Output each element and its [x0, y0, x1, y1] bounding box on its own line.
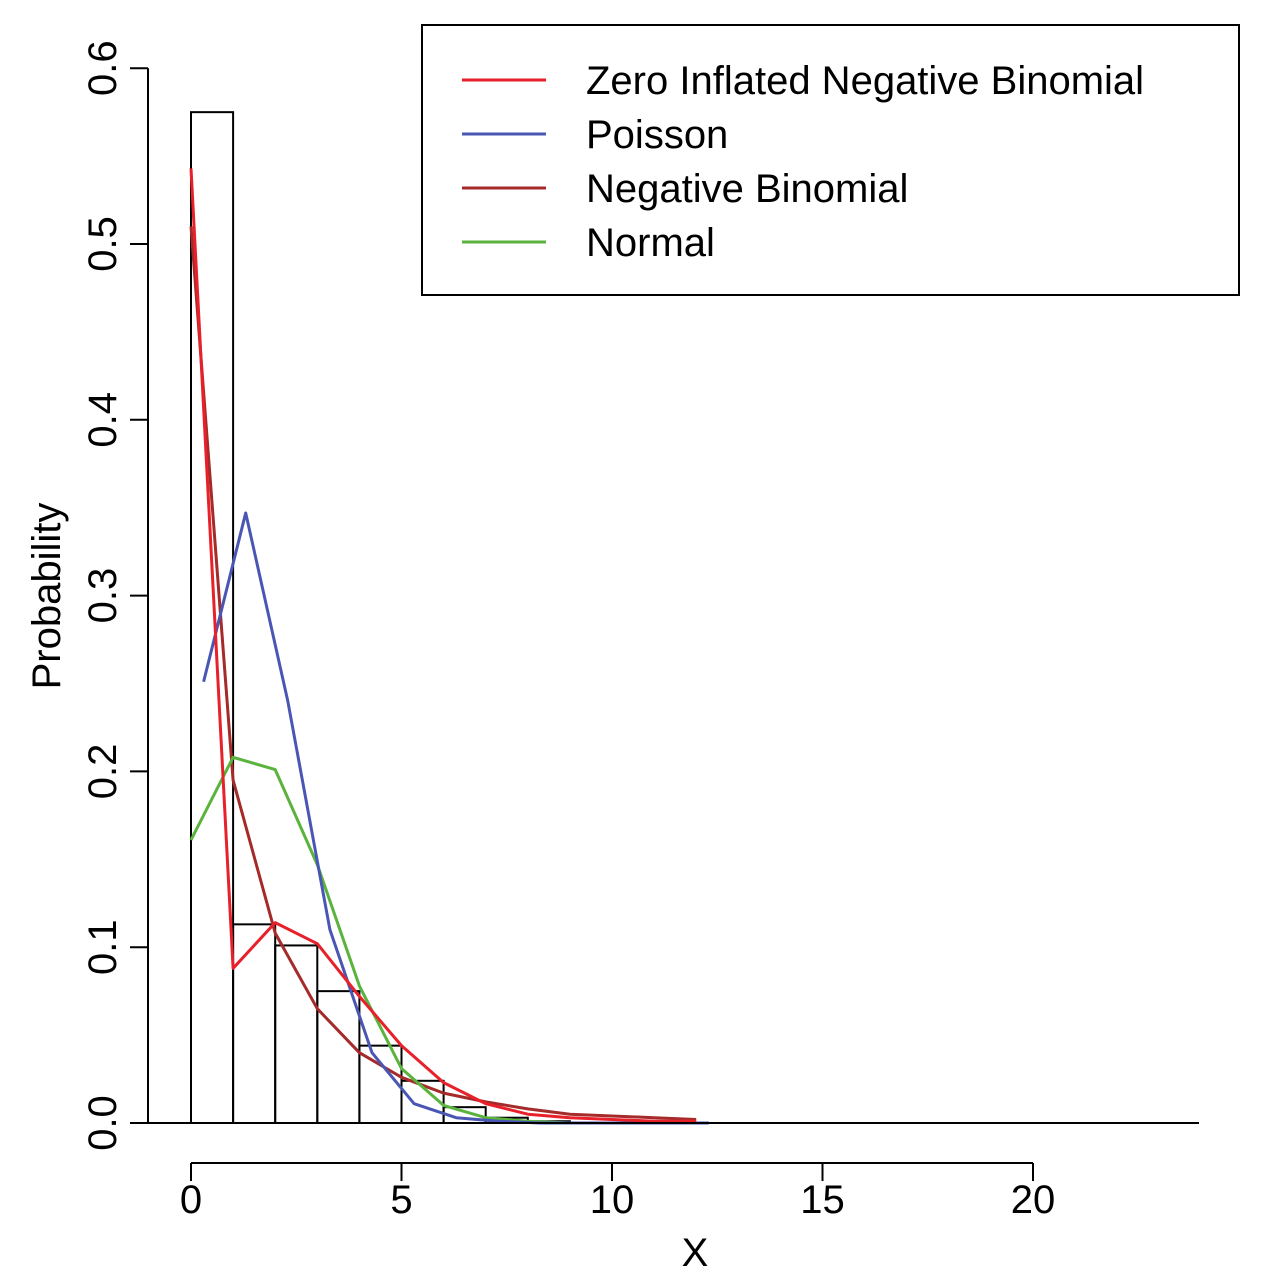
- legend-label: Normal: [586, 221, 715, 265]
- x-axis-title: X: [682, 1231, 709, 1275]
- y-tick-label: 0.5: [81, 216, 125, 272]
- x-tick-label: 5: [390, 1178, 412, 1222]
- x-tick-label: 20: [1011, 1178, 1056, 1222]
- y-axis-title: Probability: [25, 503, 69, 690]
- y-tick-label: 0.6: [81, 40, 125, 96]
- legend: Zero Inflated Negative Binomial Poisson Ne…: [421, 24, 1240, 296]
- y-tick-label: 0.1: [81, 919, 125, 975]
- series-line-negative-binomial: [189, 226, 697, 1121]
- x-tick-label: 15: [800, 1178, 845, 1222]
- y-tick-label: 0.2: [81, 744, 125, 800]
- y-tick-label: 0.0: [81, 1095, 125, 1151]
- legend-label: Negative Binomial: [586, 167, 908, 211]
- y-axis: 0.0 0.1 0.2 0.3 0.4 0.5 0.6: [81, 40, 149, 1151]
- legend-box: [421, 24, 1240, 296]
- legend-label: Poisson: [586, 113, 728, 157]
- series-line-zero-inflated-negative-binomial: [189, 168, 697, 1123]
- y-tick-label: 0.4: [81, 392, 125, 448]
- x-tick-label: 10: [590, 1178, 635, 1222]
- x-tick-label: 0: [180, 1178, 202, 1222]
- legend-label: Zero Inflated Negative Binomial: [586, 59, 1144, 103]
- x-axis: 0 5 10 15 20: [180, 1162, 1056, 1222]
- y-tick-label: 0.3: [81, 568, 125, 624]
